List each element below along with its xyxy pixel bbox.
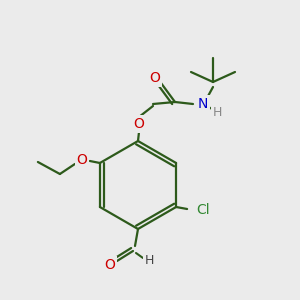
Text: Cl: Cl	[196, 203, 210, 217]
Text: O: O	[105, 258, 116, 272]
Text: O: O	[150, 71, 160, 85]
Text: N: N	[198, 97, 208, 111]
Text: H: H	[212, 106, 222, 119]
Text: H: H	[144, 254, 154, 268]
Text: O: O	[76, 153, 87, 167]
Text: O: O	[134, 117, 144, 131]
